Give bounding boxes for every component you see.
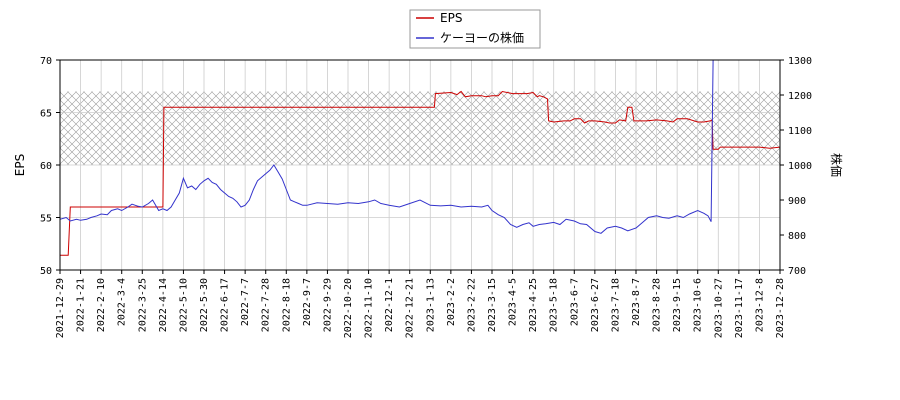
x-tick-label: 2022-10-20 [343,278,354,338]
x-tick-label: 2023-10-6 [693,278,704,332]
legend-label-stock: ケーヨーの株価 [440,30,524,45]
x-tick-label: 2022-7-7 [240,278,251,326]
x-tick-label: 2021-12-29 [55,278,66,338]
x-tick-label: 2022-9-7 [302,278,313,326]
y-right-axis-title: 株価 [829,153,844,177]
y-right-tick-label: 1000 [788,161,812,172]
x-tick-label: 2023-4-5 [508,278,519,326]
x-tick-label: 2023-5-18 [549,278,560,332]
y-left-tick-label: 60 [40,161,52,172]
x-tick-label: 2022-3-4 [117,278,128,326]
x-tick-label: 2023-7-18 [610,278,621,332]
x-tick-label: 2022-9-29 [322,278,333,332]
x-tick-label: 2023-8-28 [652,278,663,332]
x-tick-label: 2022-2-10 [96,278,107,332]
legend-box [409,9,541,49]
x-tick-label: 2022-3-25 [137,278,148,332]
y-right-tick-label: 800 [788,231,806,242]
y-right-ticks: 700 800 900 1000 1100 1200 1300 [780,56,812,277]
x-tick-label: 2022-1-21 [76,278,87,332]
x-tick-label: 2023-6-7 [569,278,580,326]
y-right-tick-label: 1200 [788,91,812,102]
x-tick-label: 2022-12-1 [384,278,395,332]
eps-series-line [60,90,780,256]
y-left-tick-label: 70 [40,56,52,67]
y-right-tick-label: 1100 [788,126,812,137]
x-tick-label: 2023-4-25 [528,278,539,332]
y-left-tick-label: 55 [40,214,52,225]
x-tick-label: 2022-6-17 [220,278,231,332]
x-tick-label: 2023-9-15 [672,278,683,332]
x-tick-label: 2022-12-21 [405,278,416,338]
x-tick-label: 2023-3-15 [487,278,498,332]
hatched-band [60,91,780,165]
stock-price-series-line [60,60,780,234]
x-tick-label: 2022-7-28 [261,278,272,332]
y-left-tick-label: 65 [40,109,52,120]
y-right-tick-label: 900 [788,196,806,207]
x-tick-label: 2022-8-18 [281,278,292,332]
x-tick-label: 2023-10-27 [713,278,724,338]
y-left-tick-label: 50 [40,266,52,277]
y-left-ticks: 50 55 60 65 70 [40,56,60,277]
x-tick-label: 2023-12-28 [775,278,786,338]
x-tick-label: 2023-2-2 [446,278,457,326]
legend-label-eps: EPS [440,11,462,25]
x-axis-ticks: 2021-12-29 2022-1-21 2022-2-10 2022-3-4 2022… [55,270,786,338]
legend: EPS ケーヨーの株価 [409,9,541,49]
x-tick-label: 2023-1-13 [425,278,436,332]
y-right-tick-label: 700 [788,266,806,277]
x-tick-label: 2022-5-30 [199,278,210,332]
y-left-axis-title: EPS [13,154,27,176]
series-group [60,60,780,256]
x-tick-label: 2023-8-7 [631,278,642,326]
x-tick-label: 2023-11-17 [734,278,745,338]
x-tick-label: 2023-12-8 [754,278,765,332]
x-tick-label: 2023-6-27 [590,278,601,332]
x-tick-label: 2023-2-22 [466,278,477,332]
y-right-tick-label: 1300 [788,56,812,67]
x-tick-label: 2022-11-10 [364,278,375,338]
x-tick-label: 2022-5-10 [178,278,189,332]
x-tick-label: 2022-4-14 [158,278,169,332]
